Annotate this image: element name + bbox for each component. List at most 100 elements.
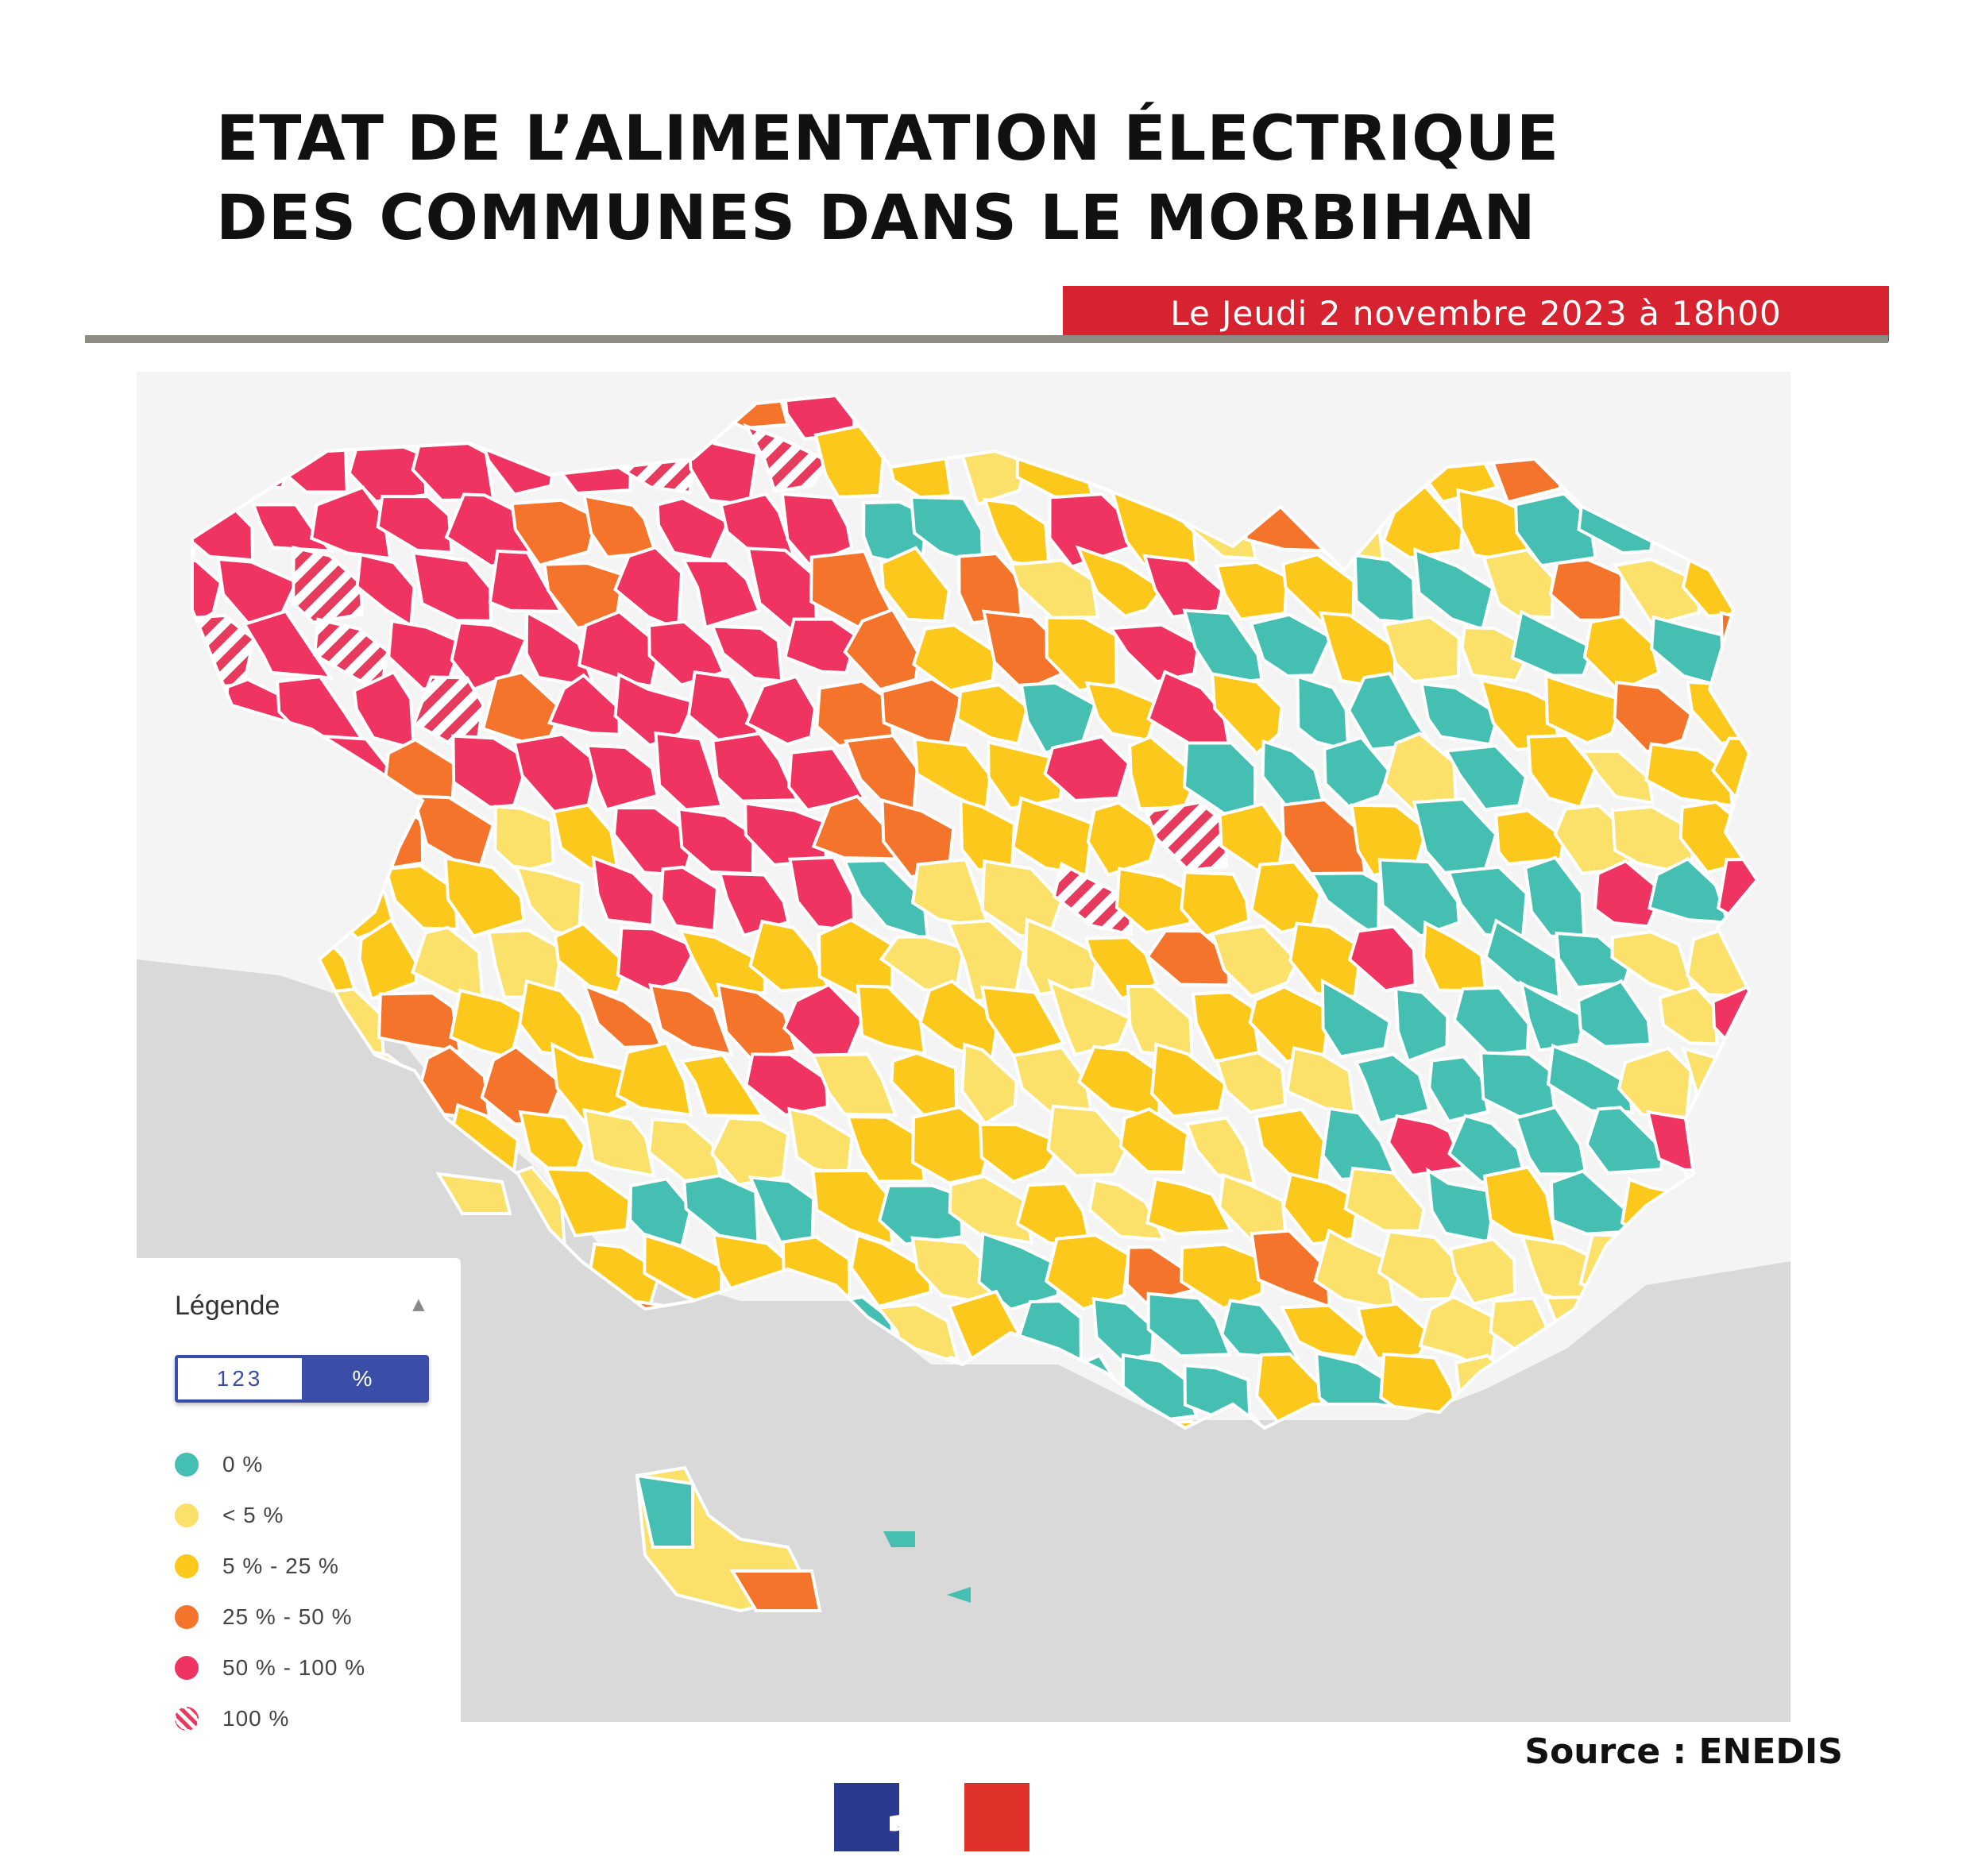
commune[interactable] — [1519, 980, 1587, 1052]
commune[interactable] — [292, 545, 365, 624]
commune[interactable] — [451, 734, 531, 809]
commune[interactable] — [1546, 1043, 1634, 1114]
commune[interactable] — [744, 674, 817, 747]
commune[interactable] — [1377, 858, 1461, 938]
commune[interactable] — [1494, 809, 1566, 866]
commune[interactable] — [1044, 1233, 1130, 1311]
commune[interactable] — [678, 928, 767, 1001]
commune[interactable] — [681, 558, 762, 630]
commune[interactable] — [443, 855, 526, 938]
commune[interactable] — [845, 1115, 926, 1183]
commune[interactable] — [1279, 1303, 1368, 1360]
commune[interactable] — [810, 1052, 898, 1117]
commune[interactable] — [1323, 735, 1392, 809]
commune[interactable] — [1184, 1116, 1257, 1187]
commune[interactable] — [648, 983, 734, 1057]
commune[interactable] — [977, 1231, 1063, 1311]
commune[interactable] — [550, 1041, 630, 1126]
commune[interactable] — [1045, 616, 1118, 693]
commune[interactable] — [711, 731, 800, 803]
commune[interactable] — [1146, 1291, 1233, 1358]
commune[interactable] — [1448, 1237, 1517, 1306]
commune[interactable] — [554, 921, 629, 995]
commune[interactable] — [1215, 1051, 1288, 1114]
commune[interactable] — [960, 1042, 1018, 1126]
commune[interactable] — [1219, 1413, 1300, 1493]
commune[interactable] — [1593, 859, 1665, 928]
commune[interactable] — [654, 731, 724, 812]
commune[interactable] — [1658, 985, 1719, 1046]
commune[interactable] — [1145, 929, 1230, 987]
commune[interactable] — [1009, 558, 1100, 620]
commune[interactable] — [591, 855, 656, 928]
commune[interactable] — [678, 1052, 766, 1118]
commune[interactable] — [1108, 623, 1200, 684]
commune[interactable] — [1249, 612, 1334, 678]
commune[interactable] — [856, 984, 927, 1056]
commune[interactable] — [1347, 924, 1417, 993]
commune[interactable] — [1023, 917, 1099, 996]
commune[interactable] — [1011, 796, 1095, 877]
commune[interactable] — [1576, 979, 1653, 1048]
commune[interactable] — [518, 979, 599, 1063]
commune[interactable] — [357, 917, 419, 1002]
commune[interactable] — [1150, 1042, 1227, 1118]
commune[interactable] — [1210, 924, 1300, 998]
commune[interactable] — [979, 1122, 1065, 1184]
commune[interactable] — [1427, 1055, 1490, 1124]
commune[interactable] — [1211, 672, 1284, 756]
commune[interactable] — [309, 485, 392, 561]
commune[interactable] — [1481, 548, 1555, 620]
commune[interactable] — [1118, 1107, 1190, 1174]
commune[interactable] — [577, 609, 662, 689]
commune[interactable] — [615, 1040, 693, 1117]
commune[interactable] — [744, 1052, 829, 1117]
commune[interactable] — [1182, 608, 1264, 686]
commune[interactable] — [659, 865, 720, 933]
commune[interactable] — [613, 672, 697, 747]
commune[interactable] — [1043, 735, 1131, 802]
commune[interactable] — [488, 549, 564, 613]
commune[interactable] — [1613, 680, 1694, 754]
commune[interactable] — [647, 620, 726, 687]
commune[interactable] — [1356, 1302, 1432, 1361]
commune[interactable] — [1220, 1299, 1301, 1361]
commune[interactable] — [1452, 986, 1531, 1057]
commune[interactable] — [1142, 554, 1224, 619]
commune[interactable] — [1091, 1296, 1156, 1362]
commune[interactable] — [1582, 614, 1661, 694]
commune[interactable] — [1320, 978, 1392, 1059]
legend-header[interactable]: Légende ▼ — [175, 1282, 429, 1330]
commune[interactable] — [383, 863, 459, 931]
commune[interactable] — [1046, 1104, 1130, 1178]
commune[interactable] — [1381, 615, 1461, 684]
commune[interactable] — [1153, 1419, 1228, 1492]
commune[interactable] — [1180, 870, 1251, 939]
commune[interactable] — [879, 546, 951, 623]
commune[interactable] — [1514, 492, 1597, 568]
map[interactable] — [137, 372, 1790, 1722]
commune[interactable] — [1510, 609, 1595, 677]
commune[interactable] — [1075, 545, 1165, 618]
commune[interactable] — [1354, 1052, 1431, 1125]
commune[interactable] — [1585, 1106, 1665, 1175]
commune[interactable] — [585, 743, 659, 812]
commune[interactable] — [1179, 1242, 1265, 1310]
commune[interactable] — [1248, 985, 1331, 1063]
commune[interactable] — [1144, 800, 1229, 872]
commune[interactable] — [582, 1107, 656, 1178]
commune[interactable] — [1612, 558, 1701, 627]
chevron-up-icon[interactable]: ▼ — [408, 1294, 429, 1318]
commune[interactable] — [1086, 801, 1162, 878]
commune[interactable] — [1145, 1176, 1234, 1236]
commune[interactable] — [1052, 861, 1134, 937]
commune[interactable] — [1544, 674, 1625, 745]
commune[interactable] — [376, 495, 454, 554]
commune[interactable] — [411, 550, 493, 623]
commune[interactable] — [493, 805, 555, 874]
commune[interactable] — [743, 423, 832, 493]
commune[interactable] — [709, 1116, 790, 1187]
commune[interactable] — [510, 498, 599, 568]
commune[interactable] — [377, 991, 462, 1054]
toggle-count-option[interactable]: 123 — [178, 1358, 302, 1399]
